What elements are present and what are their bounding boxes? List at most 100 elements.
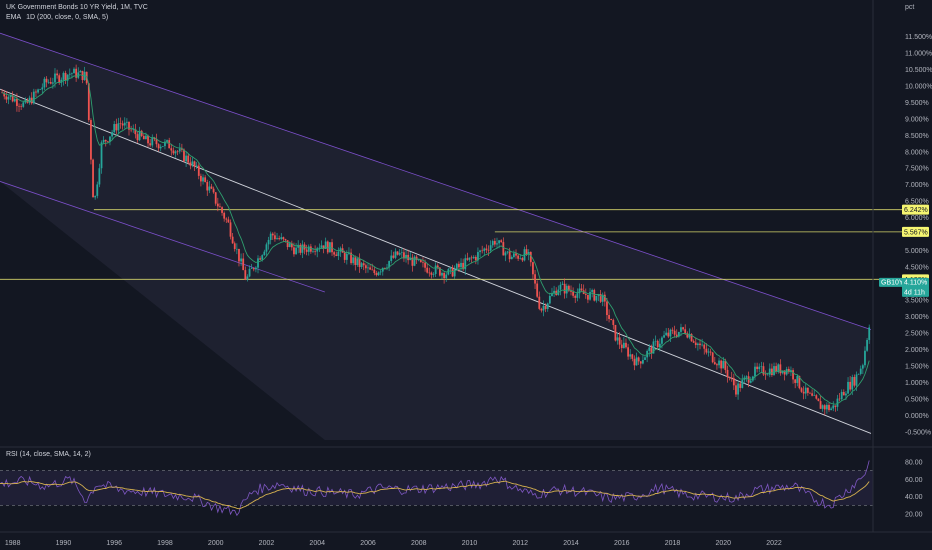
candle-body [49, 82, 52, 84]
candle-body [720, 360, 723, 369]
candle-body [254, 267, 257, 270]
candle-body [145, 135, 147, 140]
candle-body [432, 273, 435, 275]
candle-body [455, 263, 458, 270]
candle-body [464, 258, 467, 270]
candle-body [849, 381, 852, 390]
candle-body [178, 148, 181, 152]
candle-body [845, 393, 847, 396]
candle-body [669, 329, 672, 337]
candle-body [515, 253, 517, 256]
candle-body [781, 370, 784, 374]
candle-body [94, 195, 97, 198]
candle-body [650, 347, 653, 354]
candle-body [794, 379, 797, 383]
price-tick-label: 5.000% [905, 248, 929, 255]
candle-body [117, 123, 120, 131]
candle-body [713, 362, 716, 365]
candle-body [724, 360, 727, 370]
candle-body [30, 97, 33, 104]
candle-body [297, 244, 300, 248]
candle-body [396, 251, 399, 255]
candle-body [823, 405, 826, 410]
candle-body [445, 274, 448, 279]
candle-body [3, 92, 6, 97]
candle-body [102, 139, 105, 143]
candle-body [337, 251, 340, 256]
candle-body [364, 265, 367, 269]
candle-body [360, 263, 363, 267]
candle-body [208, 186, 211, 191]
candle-body [777, 364, 780, 372]
candle-body [326, 241, 329, 253]
candle-body [398, 252, 401, 255]
candle-body [119, 123, 122, 124]
candle-body [749, 380, 752, 383]
time-tick-label: 2014 [563, 540, 579, 547]
candle-body [612, 320, 615, 325]
candle-body [825, 404, 828, 410]
candle-body [265, 244, 268, 252]
candle-body [441, 272, 443, 276]
candle-body [252, 268, 255, 270]
candle-body [41, 87, 44, 90]
candle-body [240, 258, 242, 262]
candle-body [426, 267, 429, 273]
candle-body [671, 329, 674, 331]
candle-body [140, 130, 143, 136]
candle-body [625, 342, 627, 348]
candle-body [644, 357, 646, 360]
price-tick-label: 8.000% [905, 149, 929, 156]
candle-body [113, 124, 116, 133]
candle-body [132, 129, 135, 130]
candle-body [830, 408, 833, 411]
candle-body [367, 267, 369, 269]
candle-body [244, 270, 247, 280]
candle-body [316, 248, 319, 252]
candle-body [280, 237, 283, 240]
candle-body [62, 72, 65, 80]
rsi-label: RSI (14, close, SMA, 14, 2) [6, 451, 91, 458]
candle-body [479, 250, 481, 253]
candle-body [58, 75, 61, 83]
candle-body [166, 140, 168, 142]
candle-body [176, 151, 179, 153]
candle-body [618, 337, 621, 345]
ema-params: 1D (200, close, 0, SMA, 5) [26, 14, 109, 21]
candle-body [802, 391, 805, 394]
candle-body [263, 251, 266, 256]
candle-body [584, 294, 587, 295]
candle-body [350, 252, 352, 264]
candle-body [506, 251, 509, 253]
candle-body [409, 257, 412, 261]
candle-body [54, 73, 56, 83]
candle-body [665, 332, 668, 336]
candle-body [864, 350, 866, 366]
candle-body [703, 344, 706, 349]
price-tick-label: 2.500% [905, 330, 929, 337]
level-badge-label-1: 5.567% [904, 229, 928, 236]
candle-body [680, 327, 682, 332]
candle-body [508, 251, 511, 260]
candle-body [859, 368, 862, 374]
candle-body [142, 135, 145, 140]
candle-body [335, 254, 338, 256]
candle-body [804, 387, 807, 394]
candle-body [857, 373, 860, 375]
candle-body [115, 124, 118, 131]
candle-body [642, 359, 644, 364]
candle-body [853, 376, 856, 386]
level-badge-0 [902, 204, 929, 215]
time-tick-label: 1988 [5, 540, 21, 547]
candle-body [123, 122, 126, 126]
candle-body [183, 149, 185, 162]
candle-body [800, 388, 803, 392]
candle-body [149, 143, 152, 146]
candle-body [521, 258, 524, 261]
candle-body [210, 186, 213, 189]
candle-body [130, 129, 133, 131]
candle-body [136, 134, 139, 141]
candle-body [622, 342, 625, 349]
candle-body [153, 137, 156, 140]
